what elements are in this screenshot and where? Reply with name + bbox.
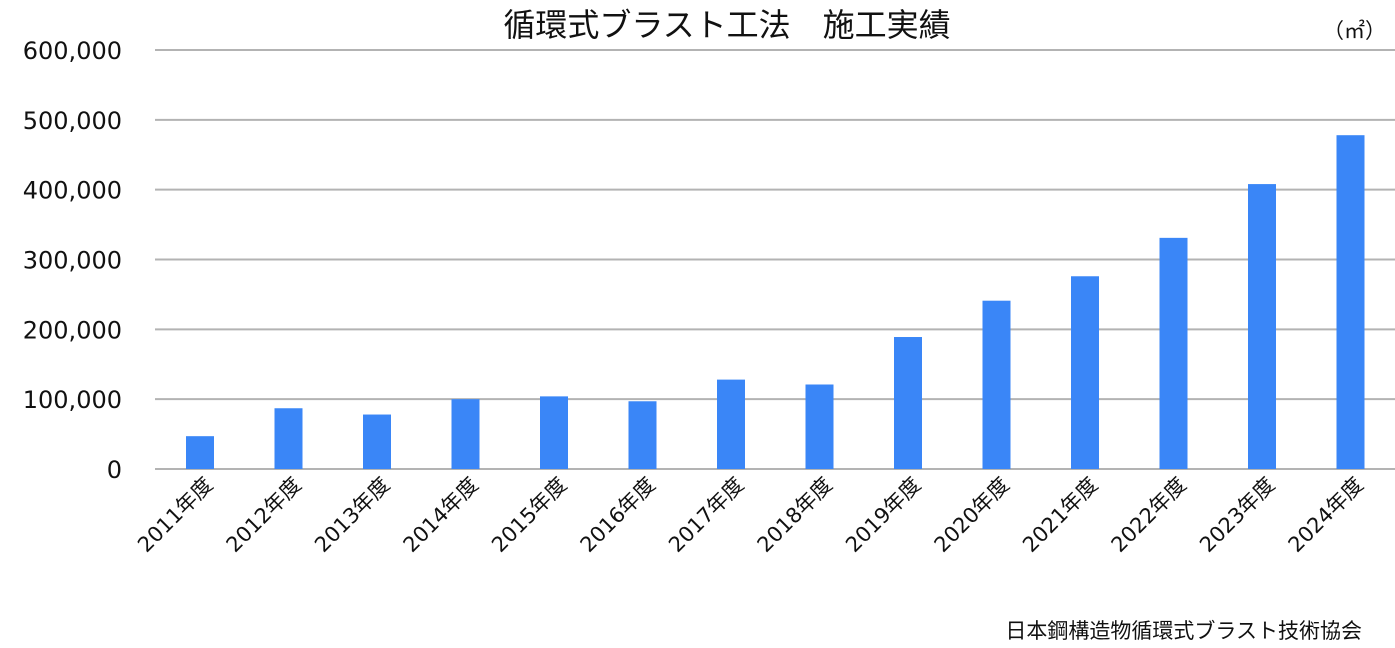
bar [1159,237,1188,469]
x-category-label: 2018年度 [753,473,837,557]
bar [894,337,922,469]
bar [1248,184,1276,469]
bars [186,135,1365,470]
x-category-label: 2021年度 [1018,473,1102,557]
y-tick-label: 400,000 [23,177,122,205]
bar [717,379,745,469]
y-tick-label: 0 [107,456,122,484]
y-tick-label: 600,000 [23,37,122,65]
bar [1071,276,1099,469]
x-category-label: 2024年度 [1284,473,1368,557]
chart-title: 循環式ブラスト工法 施工実績 [503,6,950,44]
y-tick-label: 100,000 [23,386,122,414]
x-category-label: 2011年度 [133,473,217,557]
y-tick-label: 300,000 [23,247,122,275]
bar [982,300,1011,469]
gridlines [155,49,1395,470]
bar [1336,135,1365,470]
bar [628,401,657,469]
x-category-label: 2014年度 [399,473,483,557]
bar [805,384,834,469]
x-category-label: 2020年度 [930,473,1014,557]
x-axis-labels: 2011年度 2012年度 2013年度 2014年度 2015年度 2016年度 2017… [133,473,1368,557]
x-category-label: 2019年度 [841,473,925,557]
unit-label: （㎡） [1323,19,1386,43]
bar [186,436,214,469]
bar [274,408,303,469]
x-category-label: 2016年度 [576,473,660,557]
source-label: 日本鋼構造物循環式ブラスト技術協会 [1005,619,1362,643]
bar [451,399,480,469]
x-category-label: 2022年度 [1107,473,1191,557]
x-category-label: 2023年度 [1195,473,1279,557]
bar [363,414,391,469]
y-axis-ticks: 0 100,000 200,000 300,000 400,000 500,000 600,… [23,37,122,484]
x-category-label: 2013年度 [310,473,394,557]
y-tick-label: 200,000 [23,316,122,344]
x-category-label: 2015年度 [487,473,571,557]
x-category-label: 2017年度 [664,473,748,557]
x-category-label: 2012年度 [222,473,306,557]
y-tick-label: 500,000 [23,107,122,135]
bar [540,396,568,469]
